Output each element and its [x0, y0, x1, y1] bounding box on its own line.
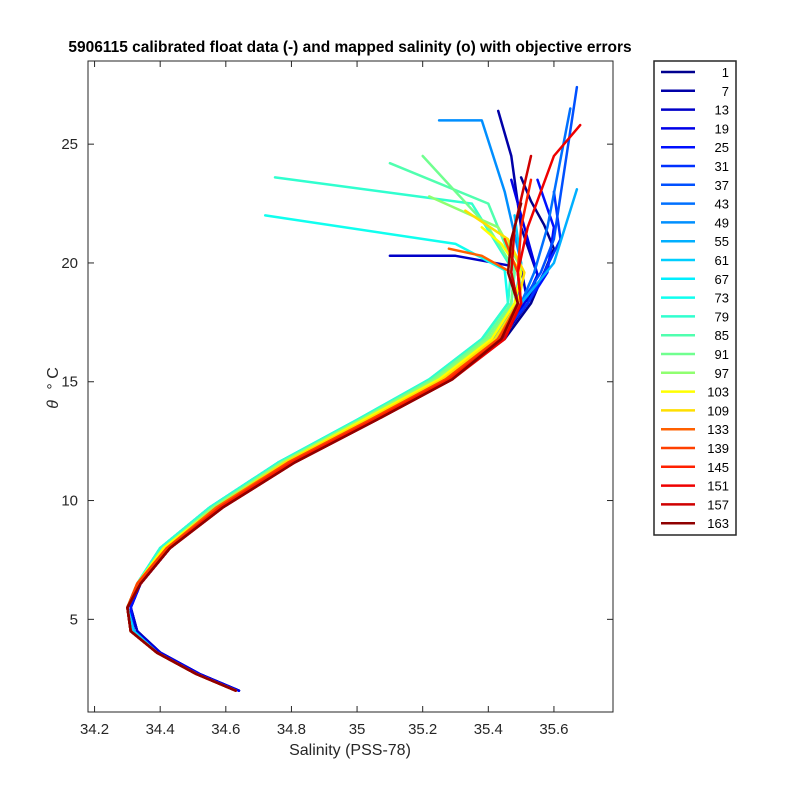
legend-label-13: 13 — [715, 103, 729, 118]
series-line-163 — [126, 202, 523, 692]
x-tick-label: 35.4 — [474, 721, 503, 738]
y-axis-label-symbol: θ — [45, 400, 62, 409]
y-tick-label: 20 — [61, 255, 78, 272]
legend-label-1: 1 — [722, 65, 729, 80]
y-tick-label: 10 — [61, 493, 78, 510]
legend-label-145: 145 — [707, 460, 729, 475]
legend-label-25: 25 — [715, 140, 729, 155]
legend-label-31: 31 — [715, 159, 729, 174]
legend-label-61: 61 — [715, 253, 729, 268]
legend-label-133: 133 — [707, 422, 729, 437]
legend: 1 7 13 19 25 31 37 43 49 55 61 67 73 79 85 91 97 103 109 13… — [653, 60, 737, 536]
series-line-151 — [126, 123, 582, 692]
plot-lines — [126, 85, 582, 692]
x-tick-label: 34.2 — [80, 721, 109, 738]
legend-label-91: 91 — [715, 347, 729, 362]
legend-label-19: 19 — [715, 121, 729, 136]
legend-label-67: 67 — [715, 272, 729, 287]
x-axis-label: Salinity (PSS-78) — [289, 742, 411, 759]
legend-label-109: 109 — [707, 403, 729, 418]
series-line-157 — [126, 154, 533, 692]
series-line-91 — [126, 154, 516, 692]
y-tick-label: 25 — [61, 136, 78, 153]
x-tick-label: 34.4 — [146, 721, 175, 738]
x-tick-label: 35.2 — [408, 721, 437, 738]
legend-label-163: 163 — [707, 516, 729, 531]
series-line-43 — [126, 107, 572, 692]
legend-label-79: 79 — [715, 309, 729, 324]
series-line-109 — [126, 209, 526, 692]
chart-title: 5906115 calibrated float data (-) and ma… — [68, 39, 631, 56]
legend-label-37: 37 — [715, 178, 729, 193]
series-line-37 — [126, 85, 579, 692]
x-tick-label: 34.8 — [277, 721, 306, 738]
series-line-103 — [126, 226, 523, 692]
series-line-85 — [126, 161, 516, 692]
y-tick-label: 15 — [61, 374, 78, 391]
legend-label-139: 139 — [707, 441, 729, 456]
y-axis-label-unit: ° C — [45, 367, 62, 389]
legend-label-85: 85 — [715, 328, 729, 343]
series-line-79 — [126, 176, 513, 692]
series-line-13 — [129, 254, 529, 692]
x-tick-label: 34.6 — [211, 721, 240, 738]
y-tick-label: 5 — [70, 611, 78, 628]
legend-label-97: 97 — [715, 366, 729, 381]
series-line-49 — [126, 119, 523, 692]
y-axis-label: θ ° C — [45, 367, 62, 409]
legend-label-157: 157 — [707, 497, 729, 512]
legend-label-49: 49 — [715, 215, 729, 230]
plot-frame — [87, 60, 614, 713]
legend-label-103: 103 — [707, 385, 729, 400]
legend-label-73: 73 — [715, 291, 729, 306]
y-axis: 5 10 15 20 25 — [61, 136, 613, 628]
legend-label-151: 151 — [707, 479, 729, 494]
legend-items: 1 7 13 19 25 31 37 43 49 55 61 67 73 79 85 91 97 103 109 13… — [661, 65, 729, 531]
x-axis: 34.2 34.4 34.6 34.8 35 35.2 35.4 35.6 — [80, 61, 569, 738]
legend-label-43: 43 — [715, 197, 729, 212]
svg-text:θ ° C: θ ° C — [45, 367, 62, 409]
series-line-67 — [126, 237, 516, 692]
legend-label-7: 7 — [722, 84, 729, 99]
series-line-133 — [126, 247, 520, 692]
series-line-73 — [126, 214, 510, 692]
legend-label-55: 55 — [715, 234, 729, 249]
x-tick-label: 35 — [349, 721, 366, 738]
series-line-139 — [126, 237, 523, 692]
series-line-61 — [126, 214, 523, 692]
x-tick-label: 35.6 — [539, 721, 568, 738]
